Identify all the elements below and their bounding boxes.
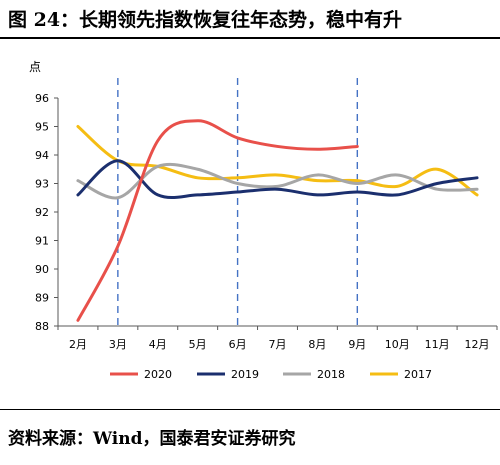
x-tick-label: 11月 bbox=[425, 338, 450, 351]
y-tick-label: 95 bbox=[35, 121, 49, 134]
y-tick-label: 94 bbox=[35, 149, 49, 162]
chart-legend: 2020 2019 2018 2017 bbox=[110, 368, 432, 381]
source-note: 资料来源：Wind，国泰君安证券研究 bbox=[8, 429, 296, 449]
legend-label-2018: 2018 bbox=[317, 368, 345, 381]
legend-label-2020: 2020 bbox=[144, 368, 172, 381]
x-tick-label: 6月 bbox=[229, 338, 247, 351]
y-tick-label: 88 bbox=[35, 320, 49, 333]
chart-axes: 88 89 90 91 92 93 94 95 96 2月 3月 4月 5月 6月 7月 8月 9月 10月 11月… bbox=[35, 92, 498, 351]
figure-title: 图 24：长期领先指数恢复往年态势，稳中有升 bbox=[8, 9, 403, 31]
source-rule bbox=[0, 409, 500, 410]
series-line-2020 bbox=[76, 119, 359, 322]
x-tick-label: 4月 bbox=[149, 338, 167, 351]
x-tick-label: 7月 bbox=[269, 338, 287, 351]
title-rule bbox=[0, 37, 500, 39]
y-axis-unit-label: 点 bbox=[29, 60, 41, 74]
y-tick-label: 93 bbox=[35, 178, 49, 191]
legend-label-2019: 2019 bbox=[231, 368, 259, 381]
x-tick-label: 10月 bbox=[385, 338, 410, 351]
x-tick-label: 9月 bbox=[348, 338, 366, 351]
series-line-2019 bbox=[76, 159, 479, 200]
series-lines bbox=[76, 119, 479, 322]
legend-label-2017: 2017 bbox=[404, 368, 432, 381]
x-tick-label: 8月 bbox=[308, 338, 326, 351]
x-tick-label: 3月 bbox=[109, 338, 127, 351]
x-tick-label: 2月 bbox=[69, 338, 87, 351]
y-tick-label: 96 bbox=[35, 92, 49, 105]
y-tick-label: 90 bbox=[35, 263, 49, 276]
x-tick-label: 5月 bbox=[189, 338, 207, 351]
quarter-divider-lines bbox=[117, 78, 359, 326]
x-tick-label: 12月 bbox=[465, 338, 490, 351]
line-chart: 点 88 89 90 91 92 93 94 95 96 2月 3月 4月 5月 6月 7月 8月 9月 10月 1… bbox=[29, 60, 498, 381]
series-line-2018 bbox=[76, 162, 479, 200]
y-tick-label: 91 bbox=[35, 235, 49, 248]
y-tick-label: 92 bbox=[35, 206, 49, 219]
y-tick-label: 89 bbox=[35, 292, 49, 305]
